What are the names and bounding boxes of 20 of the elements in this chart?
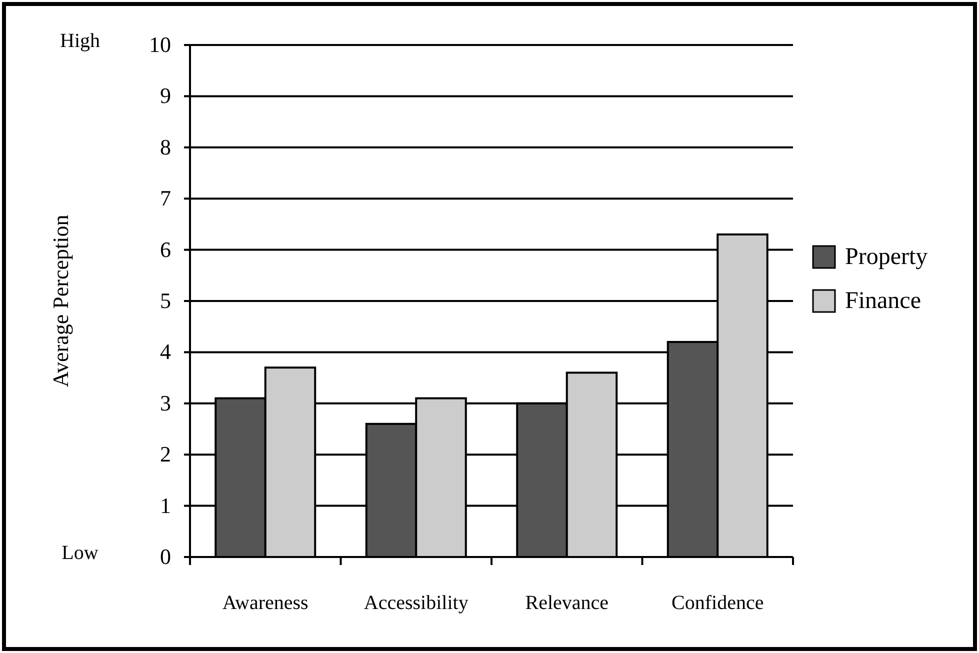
text: Low [62, 542, 99, 564]
x-tick-label: Accessibility [364, 592, 468, 614]
x-tick-label: Confidence [672, 592, 764, 614]
x-tick-label: Relevance [525, 592, 609, 614]
y-tick-label: 2 [160, 442, 171, 467]
y-tick-label: 6 [160, 236, 171, 262]
y-axis-title: Average Perception [48, 214, 73, 388]
y-tick-label: 0 [160, 544, 171, 570]
text: High [60, 30, 100, 52]
y-tick-label: 10 [149, 32, 171, 58]
y-tick-label: 7 [160, 186, 171, 211]
legend-label: Finance [845, 288, 921, 314]
y-tick-label: 4 [160, 339, 171, 364]
x-tick-label: Awareness [222, 592, 309, 614]
y-tick-label: 9 [160, 83, 171, 108]
y-tick-label: 1 [160, 492, 171, 518]
y-tick-label: 8 [160, 134, 171, 160]
y-tick-label: 3 [160, 390, 171, 416]
y-tick-label: 5 [160, 288, 171, 314]
legend-label: Property [845, 244, 928, 270]
